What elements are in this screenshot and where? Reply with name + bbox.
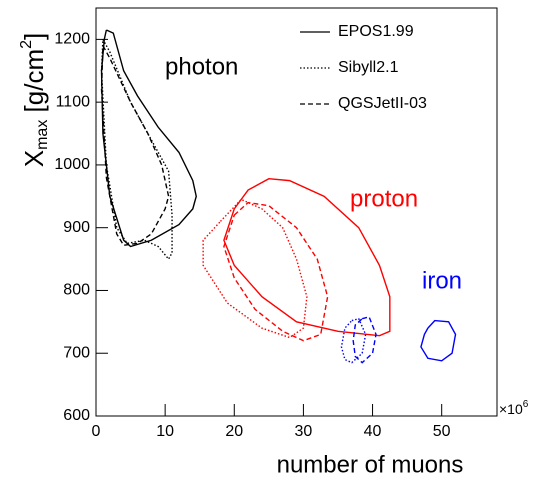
y-tick-label: 700 — [63, 344, 90, 361]
y-tick-label: 1000 — [54, 156, 90, 173]
y-tick-label: 900 — [63, 219, 90, 236]
contour — [202, 198, 308, 339]
legend-label: Sibyll2.1 — [338, 59, 399, 76]
contour — [100, 39, 173, 261]
contour — [100, 45, 170, 247]
x-multiplier-exponent: 6 — [523, 399, 529, 410]
x-tick-label: 0 — [92, 423, 101, 440]
x-tick-label: 20 — [225, 423, 243, 440]
y-label-sub: max — [34, 120, 51, 150]
plot-frame — [95, 7, 498, 417]
y-tick-label: 1200 — [54, 31, 90, 48]
x-multiplier-base: ×10 — [499, 401, 523, 417]
x-axis-label: number of muons — [277, 451, 464, 478]
x-tick-label: 40 — [364, 423, 382, 440]
y-tick-label: 600 — [63, 407, 90, 424]
contour — [352, 315, 377, 364]
contour — [223, 201, 329, 342]
contour — [340, 317, 367, 364]
y-label-unit: [g/cm — [19, 49, 49, 120]
y-tick-label: 800 — [63, 282, 90, 299]
y-label-end: ] — [19, 33, 49, 40]
group-label: proton — [350, 185, 418, 212]
legend-label: EPOS1.99 — [338, 23, 414, 40]
y-label-main: X — [19, 150, 49, 167]
group-label: iron — [422, 267, 462, 294]
legend-label: QGSJetII-03 — [338, 95, 427, 112]
x-multiplier: ×106 — [499, 399, 529, 417]
y-label-sup: 2 — [18, 40, 35, 49]
y-axis-label: Xmax [g/cm2] — [18, 33, 51, 168]
x-tick-label: 30 — [295, 423, 313, 440]
contour — [223, 178, 391, 337]
x-tick-label: 10 — [156, 423, 174, 440]
y-tick-label: 1100 — [56, 93, 91, 110]
contour — [420, 319, 457, 362]
x-tick-label: 50 — [433, 423, 451, 440]
group-label: photon — [165, 53, 238, 80]
